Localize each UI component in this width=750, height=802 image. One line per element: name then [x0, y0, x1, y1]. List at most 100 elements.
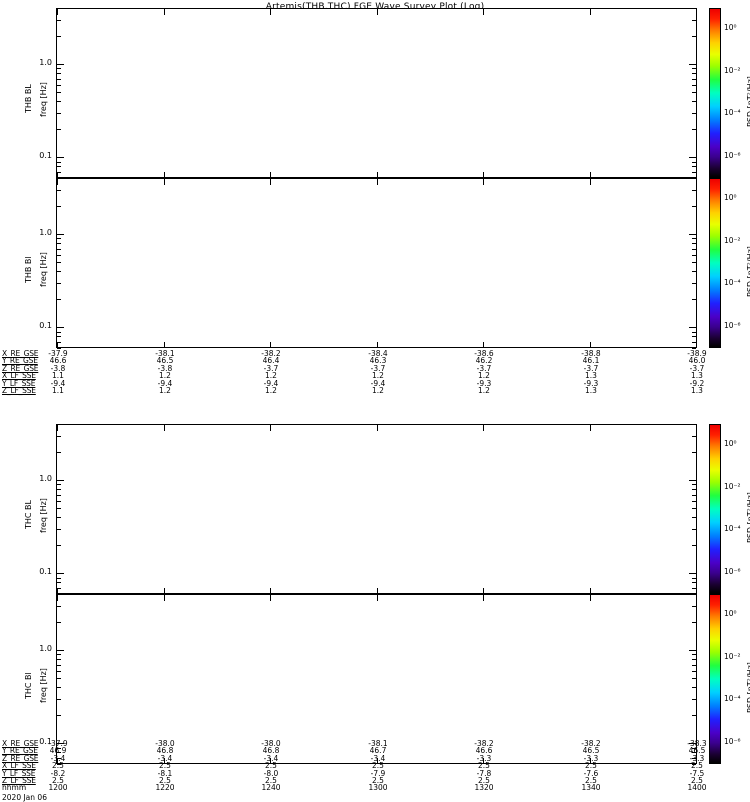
x-tick-mark	[57, 588, 58, 594]
ephemeris-row: Y_RE_GSE 46.9 46.8 46.8 46.7 46.6 46.5 46.5	[2, 746, 750, 756]
y-tick-mark	[57, 331, 61, 333]
x-tick-mark	[270, 595, 271, 601]
y-tick-mark	[57, 484, 61, 486]
x-tick-label: 1400	[687, 783, 707, 793]
y-axis-title-thc-bs: freq [Hz]	[39, 668, 48, 703]
y-tick-mark	[692, 271, 696, 273]
y-tick-mark	[689, 650, 696, 652]
ephemeris-row-label: Y_RE_GSE	[2, 746, 38, 756]
y-tick-mark	[692, 622, 696, 624]
spectrogram-panel-thb-bs[interactable]	[56, 178, 697, 349]
colorbar-tick-label: 10⁰	[724, 439, 737, 449]
y-tick-mark	[57, 254, 61, 256]
x-tick-mark	[590, 179, 591, 185]
x-tick-mark	[483, 588, 484, 594]
ephemeris-value: 2.5	[478, 761, 490, 771]
y-tick-mark	[692, 587, 696, 589]
y-tick-mark	[692, 764, 696, 765]
y-tick-mark	[57, 206, 61, 208]
y-tick-mark	[57, 101, 61, 103]
ephemeris-value: -38.0	[261, 739, 281, 748]
y-tick-mark	[57, 650, 64, 652]
y-tick-mark	[57, 348, 61, 349]
ephemeris-value: -38.0	[155, 739, 175, 748]
ephemeris-value: 1.2	[478, 385, 490, 395]
x-tick-mark	[377, 179, 378, 185]
x-tick-mark	[57, 179, 58, 185]
ephemeris-row: Y_LF_SSE -8.2 -8.1 -8.0 -7.9 -7.8 -7.6 -7.5	[2, 768, 750, 778]
spectrogram-panel-thb-bl[interactable]	[56, 8, 697, 179]
ephemeris-value: -37.9	[48, 349, 68, 358]
ephemeris-value: -9.2	[689, 378, 705, 388]
y-tick-mark	[692, 206, 696, 208]
ephemeris-row: Y_LF_SSE -9.4 -9.4 -9.4 -9.4 -9.3 -9.3 -9.2	[2, 378, 750, 388]
y-tick-mark	[57, 73, 61, 75]
colorbar-tick-label: 10⁰	[724, 23, 737, 33]
spectrogram-panel-thc-bs[interactable]	[56, 594, 697, 765]
x-tick-mark	[270, 9, 271, 15]
y-tick-mark	[57, 480, 64, 482]
colorbar-tick-label: 10⁻⁶	[724, 736, 741, 746]
y-tick-mark	[57, 573, 64, 575]
x-tick-mark	[377, 172, 378, 178]
ephemeris-value: -37.9	[48, 739, 68, 748]
ephemeris-value: 2.5	[52, 775, 64, 785]
y-tick-mark	[689, 743, 696, 745]
y-tick-mark	[57, 243, 61, 245]
ephemeris-value: -38.9	[687, 349, 707, 358]
y-tick-mark	[57, 92, 61, 94]
x-tick-mark	[164, 342, 165, 348]
y-tick-mark	[692, 435, 696, 437]
y-tick-mark	[57, 157, 64, 159]
x-tick-mark	[696, 425, 697, 431]
y-tick-mark	[692, 747, 696, 749]
ephemeris-row-label: X_LF_SSE	[2, 371, 36, 381]
ephemeris-value: 1.2	[478, 371, 490, 381]
time-axis-row: hhmm 1200 1220 1240 1300 1320 1340 1400	[2, 784, 750, 792]
ephemeris-value: 46.2	[475, 356, 493, 366]
colorbar-tick-label: 10⁻²	[724, 481, 741, 491]
x-tick-mark	[57, 172, 58, 178]
ephemeris-value: 2.5	[265, 761, 277, 771]
y-tick-mark	[57, 489, 61, 491]
y-tick-mark	[57, 743, 64, 745]
y-tick-mark	[57, 327, 64, 329]
ephemeris-value: -3.7	[370, 363, 386, 373]
ephemeris-value: -9.4	[263, 378, 279, 388]
ephemeris-value: 46.1	[582, 356, 600, 366]
y-tick-label: 1.0	[39, 228, 52, 238]
colorbar-tick-label: 10⁰	[724, 193, 737, 203]
colorbar-tick-label: 10⁻⁴	[724, 108, 741, 118]
y-tick-mark	[692, 528, 696, 530]
x-tick-mark	[696, 179, 697, 185]
y-tick-mark	[57, 687, 61, 689]
x-tick-mark	[270, 588, 271, 594]
y-axis-title-thb-bl: freq [Hz]	[39, 82, 48, 117]
ephemeris-value: -38.4	[368, 349, 388, 358]
ephemeris-value: 2.5	[159, 761, 171, 771]
y-tick-mark	[692, 654, 696, 656]
y-tick-mark	[57, 605, 61, 607]
ephemeris-row: Z_LF_SSE 1.1 1.2 1.2 1.2 1.2 1.3 1.3	[2, 385, 750, 395]
y-tick-mark	[692, 262, 696, 264]
spectrogram-panel-thc-bl[interactable]	[56, 424, 697, 595]
y-tick-mark	[692, 664, 696, 666]
x-tick-mark	[164, 588, 165, 594]
y-tick-mark	[57, 545, 61, 547]
y-tick-mark	[692, 84, 696, 86]
ephemeris-row-label: Y_LF_SSE	[2, 768, 36, 778]
panel-label-thb-bl: THB BL	[24, 84, 33, 113]
x-tick-mark	[590, 595, 591, 601]
x-tick-mark	[164, 595, 165, 601]
ephemeris-value: -9.4	[157, 378, 173, 388]
y-tick-mark	[57, 715, 61, 717]
ephemeris-table-upper: X_RE_GSE -37.9 -38.1 -38.2 -38.4 -38.6 -38.8 -3…	[2, 349, 750, 395]
y-axis-title-thc-bl: freq [Hz]	[39, 498, 48, 533]
y-tick-mark	[692, 687, 696, 689]
y-tick-mark	[57, 282, 61, 284]
x-tick-mark	[696, 595, 697, 601]
ephemeris-value: 1.2	[159, 385, 171, 395]
ephemeris-value: 46.7	[369, 746, 387, 756]
y-tick-mark	[692, 166, 696, 168]
